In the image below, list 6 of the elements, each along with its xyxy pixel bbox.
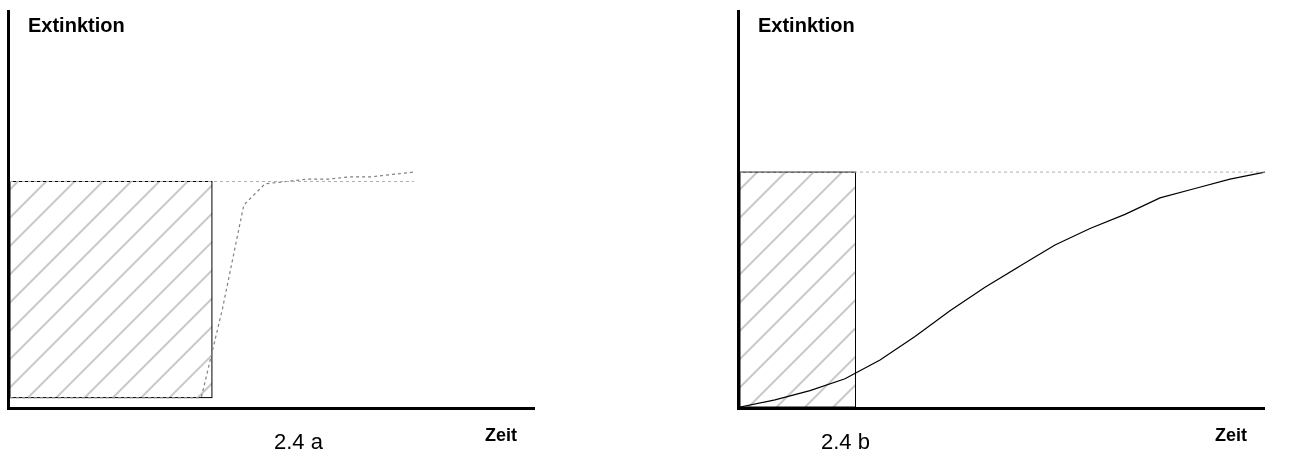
- y-axis-title: Extinktion: [758, 14, 855, 36]
- x-axis-title: Zeit: [1215, 425, 1248, 445]
- text: 2.4 b: [821, 429, 870, 454]
- y-axis-title: Extinktion: [28, 14, 125, 36]
- x-axis-title: Zeit: [485, 425, 518, 445]
- text: 2.4 a: [274, 429, 324, 454]
